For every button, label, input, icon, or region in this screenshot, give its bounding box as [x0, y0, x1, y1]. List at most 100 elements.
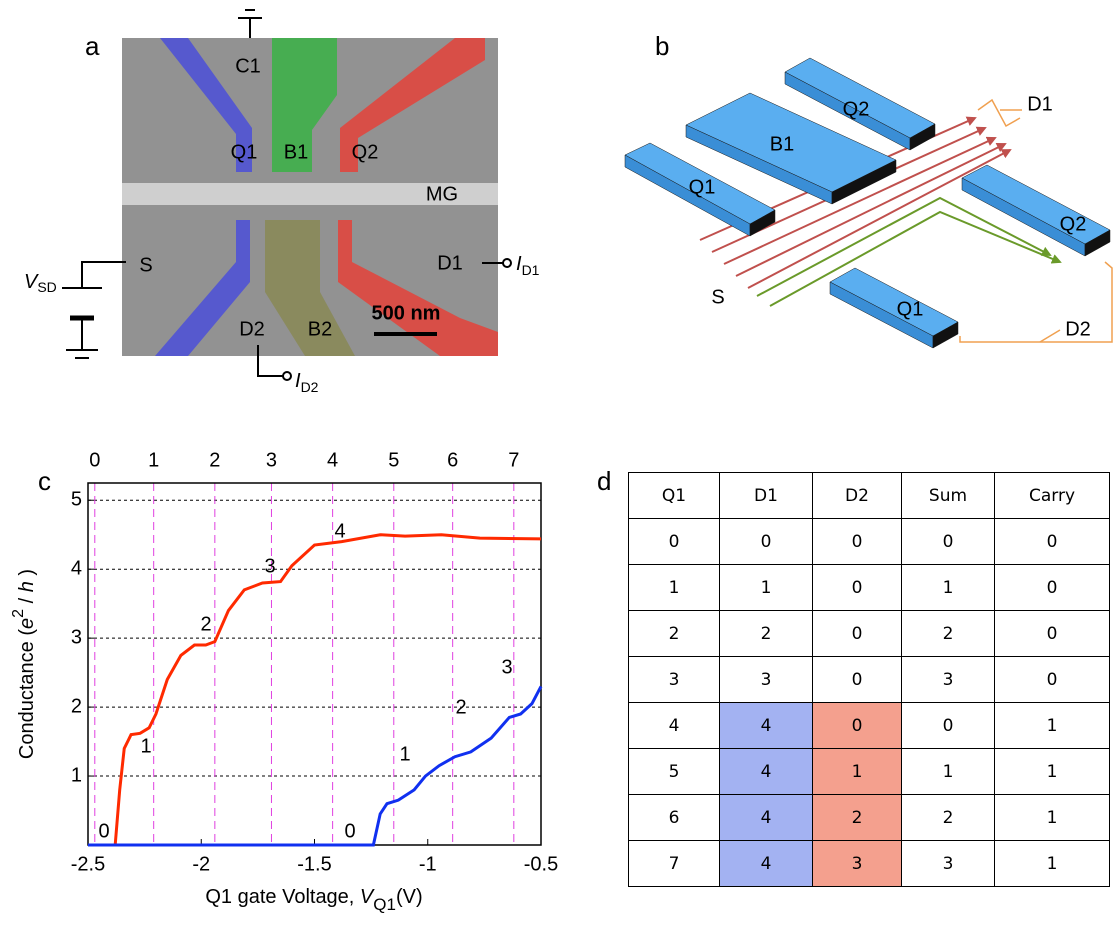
subscript: SD — [37, 279, 56, 295]
label: D2 — [239, 318, 265, 340]
table-cell: 4 — [719, 840, 813, 887]
annotation: 2 — [200, 613, 211, 635]
annotation: 1 — [399, 743, 410, 765]
x2-tick-label: 6 — [447, 449, 458, 471]
current-label: ID2 — [295, 370, 319, 394]
panel-a: a C1 Q1 B1 Q2 MG S D1 D2 B2 500 nm VSD I… — [24, 9, 540, 395]
table-cell: 4 — [719, 748, 813, 795]
table-cell: Q1 — [628, 472, 720, 519]
table-cell: 1 — [994, 748, 1110, 795]
x-axis-label: Q1 gate Voltage, VQ1(V) — [205, 886, 422, 914]
table-cell: 0 — [812, 610, 902, 657]
panel-label: d — [597, 466, 611, 496]
label: B2 — [308, 318, 332, 340]
annotation: 1 — [140, 735, 151, 757]
gate — [155, 220, 250, 356]
table-cell: 3 — [812, 840, 902, 887]
symbol: h — [16, 581, 38, 592]
table-cell: 3 — [901, 656, 995, 703]
label: S — [139, 254, 152, 276]
gate — [265, 220, 355, 356]
gate-mg — [122, 183, 498, 205]
text: Q1 gate Voltage, — [205, 886, 360, 908]
x2-tick-label: 4 — [327, 449, 338, 471]
annotation: 3 — [501, 656, 512, 678]
table-cell: 1 — [812, 748, 902, 795]
table-cell: D1 — [719, 472, 813, 519]
label: MG — [426, 183, 458, 205]
x-tick-label: -2 — [192, 853, 210, 875]
voltage-label: VSD — [24, 271, 57, 294]
y-axis-label: Conductance (e2 / h ) — [10, 569, 38, 759]
annotation: 2 — [455, 696, 466, 718]
symbol: V — [24, 271, 39, 293]
data-line — [88, 685, 543, 847]
gates — [624, 57, 1111, 349]
text: / — [16, 592, 38, 609]
panel-label: b — [655, 31, 669, 61]
table-cell: D2 — [812, 472, 902, 519]
current-label: ID1 — [516, 253, 540, 277]
panel-b: b B1 Q2 Q1 Q2 Q1 S D1 D2 — [624, 31, 1113, 349]
gate — [160, 38, 252, 172]
label: C1 — [235, 55, 261, 77]
symbol: I — [516, 253, 522, 275]
label: Q2 — [352, 141, 379, 163]
table-cell: 0 — [812, 518, 902, 565]
gate — [338, 220, 498, 356]
label: Q1 — [689, 176, 716, 198]
table-cell: 1 — [719, 564, 813, 611]
table-cell: 1 — [901, 564, 995, 611]
x-tick-label: -0.5 — [524, 853, 558, 875]
circuit — [62, 9, 512, 381]
annotation: 4 — [334, 520, 345, 542]
x2-tick-label: 5 — [388, 449, 399, 471]
table-cell: 3 — [901, 840, 995, 887]
symbol: V — [360, 886, 375, 908]
subscript: D1 — [522, 262, 540, 278]
unit: (V) — [396, 886, 423, 908]
x-tick-label: -2.5 — [71, 853, 105, 875]
label: B1 — [284, 141, 308, 163]
brackets — [959, 98, 1113, 343]
table-cell: 4 — [719, 702, 813, 749]
symbol: I — [295, 370, 301, 392]
gate — [272, 38, 337, 172]
text: ) — [16, 569, 38, 581]
table-cell: 2 — [719, 610, 813, 657]
label: S — [711, 286, 724, 308]
label: Q2 — [843, 98, 870, 120]
table-cell: 0 — [812, 564, 902, 611]
table-cell: 0 — [628, 518, 720, 565]
y-tick-label: 4 — [71, 557, 82, 579]
table-cell: 0 — [719, 518, 813, 565]
x2-tick-label: 3 — [266, 449, 277, 471]
y-tick-label: 2 — [71, 695, 82, 717]
table-cell: 1 — [994, 702, 1110, 749]
y-tick-label: 3 — [71, 626, 82, 648]
table-cell: 0 — [812, 656, 902, 703]
panel-label: a — [85, 31, 100, 61]
table-cell: 0 — [994, 564, 1110, 611]
table-cell: Sum — [901, 472, 995, 519]
x-tick-label: -1.5 — [297, 853, 331, 875]
table-cell: 2 — [628, 610, 720, 657]
gate — [340, 38, 485, 172]
text: Conductance ( — [16, 629, 38, 759]
table-cell: Carry — [994, 472, 1110, 519]
table-cell: 0 — [994, 656, 1110, 703]
label: D1 — [1027, 93, 1053, 115]
table-cell: 0 — [901, 702, 995, 749]
table-cell: 1 — [994, 840, 1110, 887]
x2-tick-label: 0 — [89, 449, 100, 471]
table-cell: 2 — [901, 610, 995, 657]
table-cell: 1 — [994, 794, 1110, 841]
x2-tick-label: 1 — [148, 449, 159, 471]
label: D2 — [1065, 318, 1091, 340]
label: B1 — [770, 133, 794, 155]
table-cell: 1 — [628, 564, 720, 611]
